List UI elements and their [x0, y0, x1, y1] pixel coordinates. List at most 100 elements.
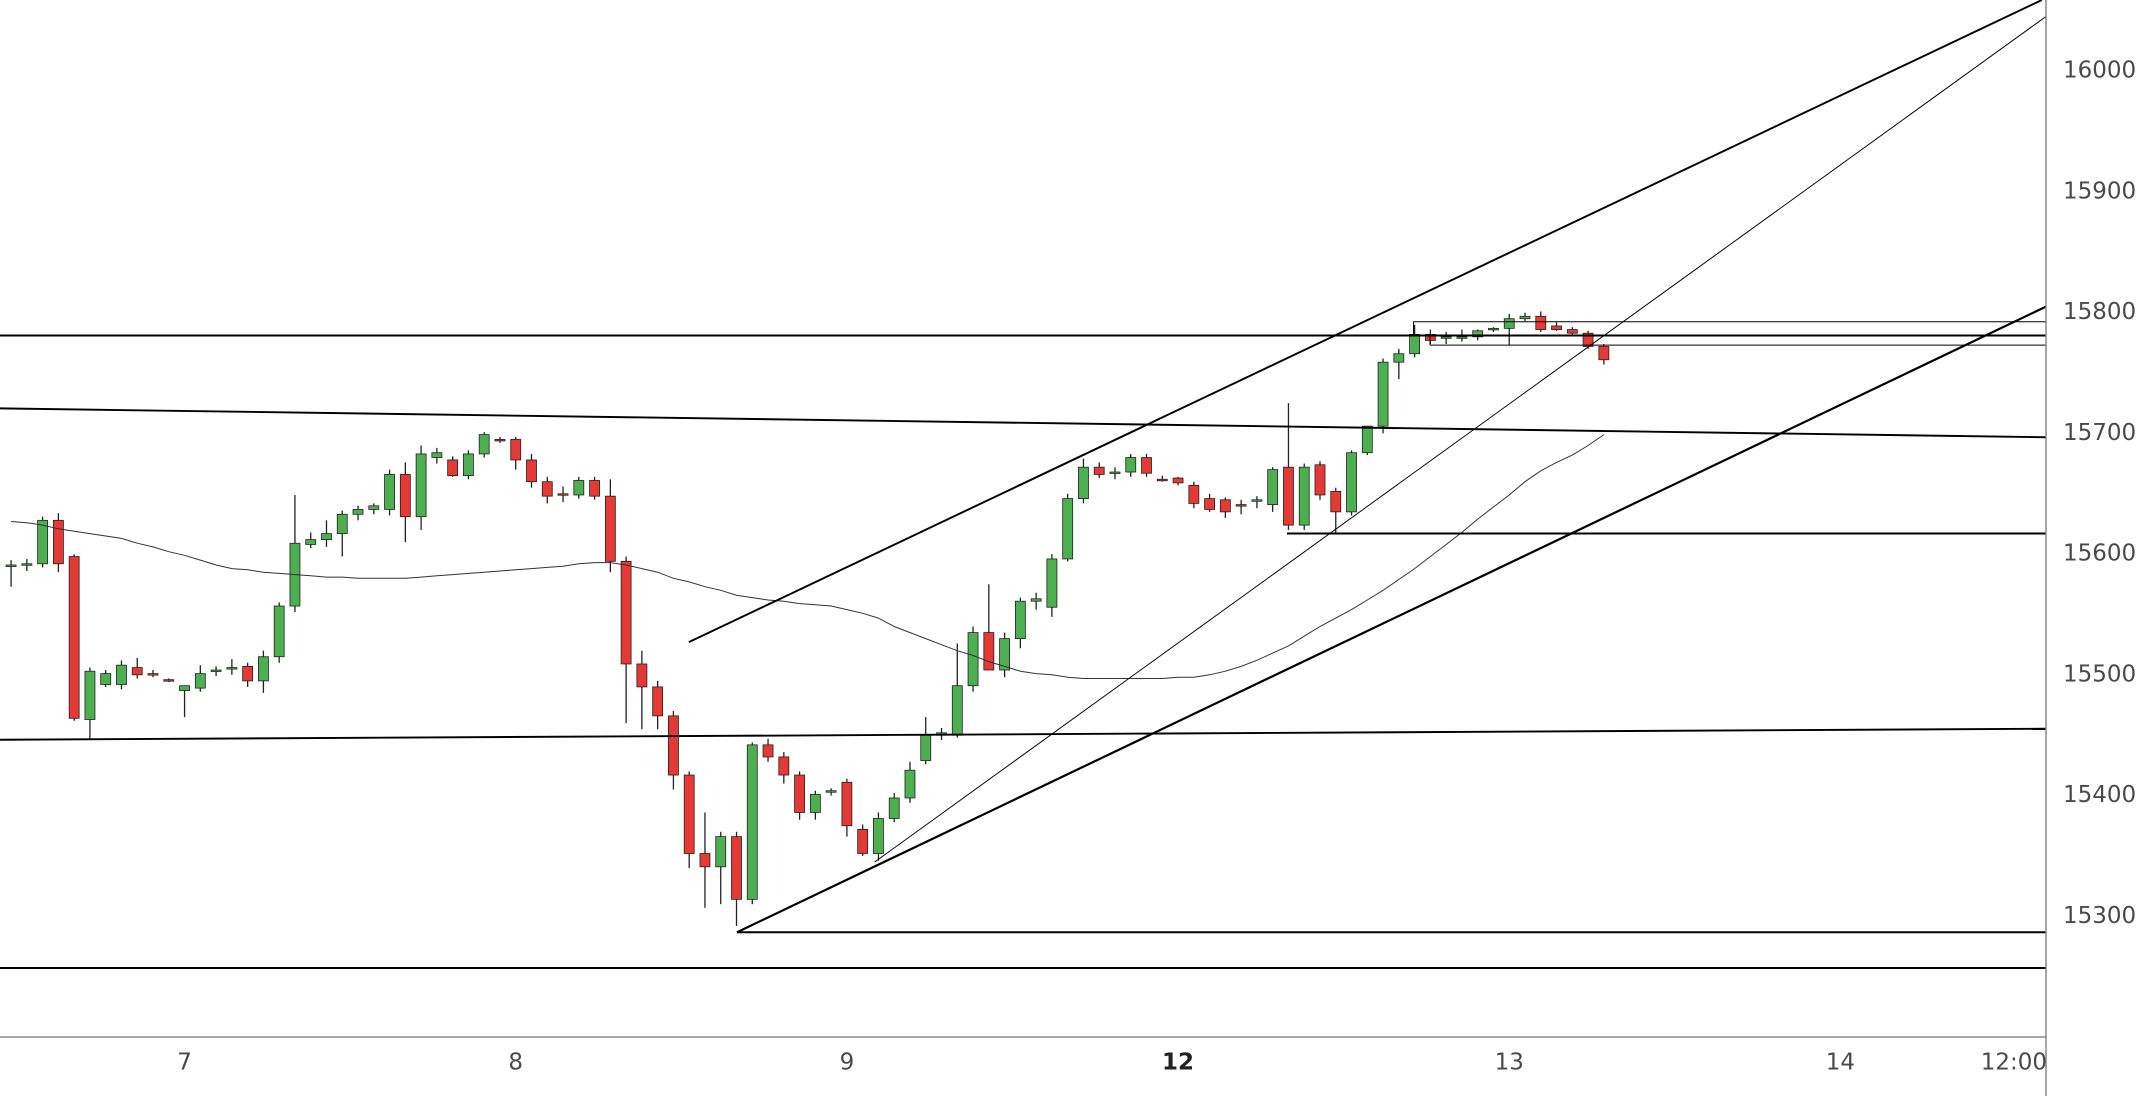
- x-tick-label: 13: [1495, 1050, 1524, 1076]
- plot-area: [5, 311, 1610, 926]
- candle-body: [179, 685, 190, 691]
- candle-body: [1141, 457, 1152, 474]
- candle-body: [321, 533, 332, 541]
- candle-body: [273, 605, 285, 658]
- candle-body: [1283, 466, 1294, 526]
- candle-body: [100, 673, 112, 685]
- candle-body: [951, 685, 963, 736]
- candle-body: [636, 663, 648, 688]
- candle-body: [999, 638, 1010, 671]
- y-tick-label: 15800: [2063, 299, 2136, 325]
- candle-body: [510, 439, 522, 461]
- candle-body: [226, 667, 238, 670]
- y-tick-label: 15900: [2063, 178, 2136, 204]
- candle-body: [5, 564, 17, 567]
- candle-body: [1156, 478, 1168, 482]
- candle-body: [52, 519, 64, 565]
- candle-body: [1204, 498, 1216, 510]
- candle-body: [1346, 452, 1357, 513]
- candle-body: [762, 744, 774, 758]
- candle-body: [1598, 346, 1610, 361]
- candle-body: [589, 480, 600, 497]
- candle-body: [415, 453, 427, 518]
- candle-body: [1172, 477, 1184, 484]
- candle-body: [210, 669, 222, 672]
- candle-body: [1235, 504, 1247, 507]
- candle-body: [384, 474, 395, 510]
- candle-body: [857, 828, 869, 854]
- candle-body: [809, 793, 821, 813]
- x-tick-label: 12: [1162, 1050, 1194, 1076]
- candle-body: [147, 673, 159, 676]
- y-tick-label: 15600: [2063, 541, 2136, 567]
- trend-line: [0, 727, 2047, 741]
- candle-body: [1393, 353, 1405, 363]
- candle-body: [1219, 499, 1231, 513]
- candle-body: [1062, 498, 1074, 560]
- y-tick-label: 15300: [2063, 903, 2136, 929]
- candle-body: [604, 495, 616, 562]
- candle-body: [1551, 325, 1562, 330]
- candle-body: [1078, 466, 1089, 499]
- candle-body: [652, 686, 664, 717]
- candle-body: [825, 790, 837, 793]
- trend-line: [736, 305, 2047, 934]
- candle-body: [746, 744, 758, 900]
- candle-body: [1251, 499, 1263, 502]
- candle-body: [1503, 318, 1515, 329]
- candle-body: [258, 656, 269, 682]
- candle-body: [541, 481, 553, 497]
- candle-body: [715, 836, 727, 868]
- candle-body: [447, 459, 459, 477]
- x-tick-label: 14: [1826, 1050, 1855, 1076]
- candle-body: [37, 519, 49, 565]
- candle-body: [399, 474, 411, 518]
- candle-body: [116, 664, 127, 685]
- candle-body: [478, 434, 490, 455]
- candle-body: [1488, 327, 1499, 331]
- candle-body: [841, 781, 853, 827]
- candle-body: [1046, 558, 1058, 608]
- candle-body: [731, 836, 742, 900]
- candle-body: [1267, 469, 1279, 506]
- trend-line: [0, 407, 2047, 439]
- candle-body: [1030, 598, 1042, 602]
- candle-body: [620, 560, 632, 665]
- candle-body: [1093, 466, 1105, 475]
- candle-body: [336, 513, 348, 534]
- candle-body: [494, 439, 506, 442]
- candle-body: [1125, 457, 1137, 473]
- candle-body: [1472, 330, 1484, 338]
- candle-body: [1535, 315, 1547, 330]
- candle-body: [1014, 600, 1026, 640]
- candle-body: [699, 853, 711, 868]
- candle-body: [683, 774, 695, 854]
- candle-body: [1109, 471, 1121, 474]
- candle-body: [68, 556, 80, 719]
- y-tick-label: 15400: [2063, 782, 2136, 808]
- candle-body: [967, 632, 979, 687]
- trend-line: [688, 0, 2043, 643]
- candle-body: [920, 734, 932, 761]
- y-tick-label: 15700: [2063, 420, 2136, 446]
- candle-body: [194, 673, 206, 689]
- candle-body: [84, 670, 96, 720]
- candle-body: [873, 818, 884, 854]
- candle-body: [1330, 490, 1342, 513]
- candle-body: [1440, 336, 1452, 339]
- candle-body: [131, 667, 143, 676]
- drawings: [0, 0, 2047, 969]
- y-tick-label: 15500: [2063, 661, 2136, 687]
- candle-body: [1409, 333, 1421, 355]
- candle-body: [983, 632, 995, 671]
- moving-average: [11, 434, 1605, 679]
- candle-body: [1188, 484, 1200, 504]
- candle-body: [1377, 361, 1389, 427]
- candle-body: [352, 509, 364, 515]
- x-tick-label: 12:00: [1981, 1050, 2047, 1076]
- y-tick-label: 16000: [2063, 58, 2136, 84]
- candle-body: [557, 493, 569, 496]
- x-tick-label: 7: [177, 1050, 192, 1076]
